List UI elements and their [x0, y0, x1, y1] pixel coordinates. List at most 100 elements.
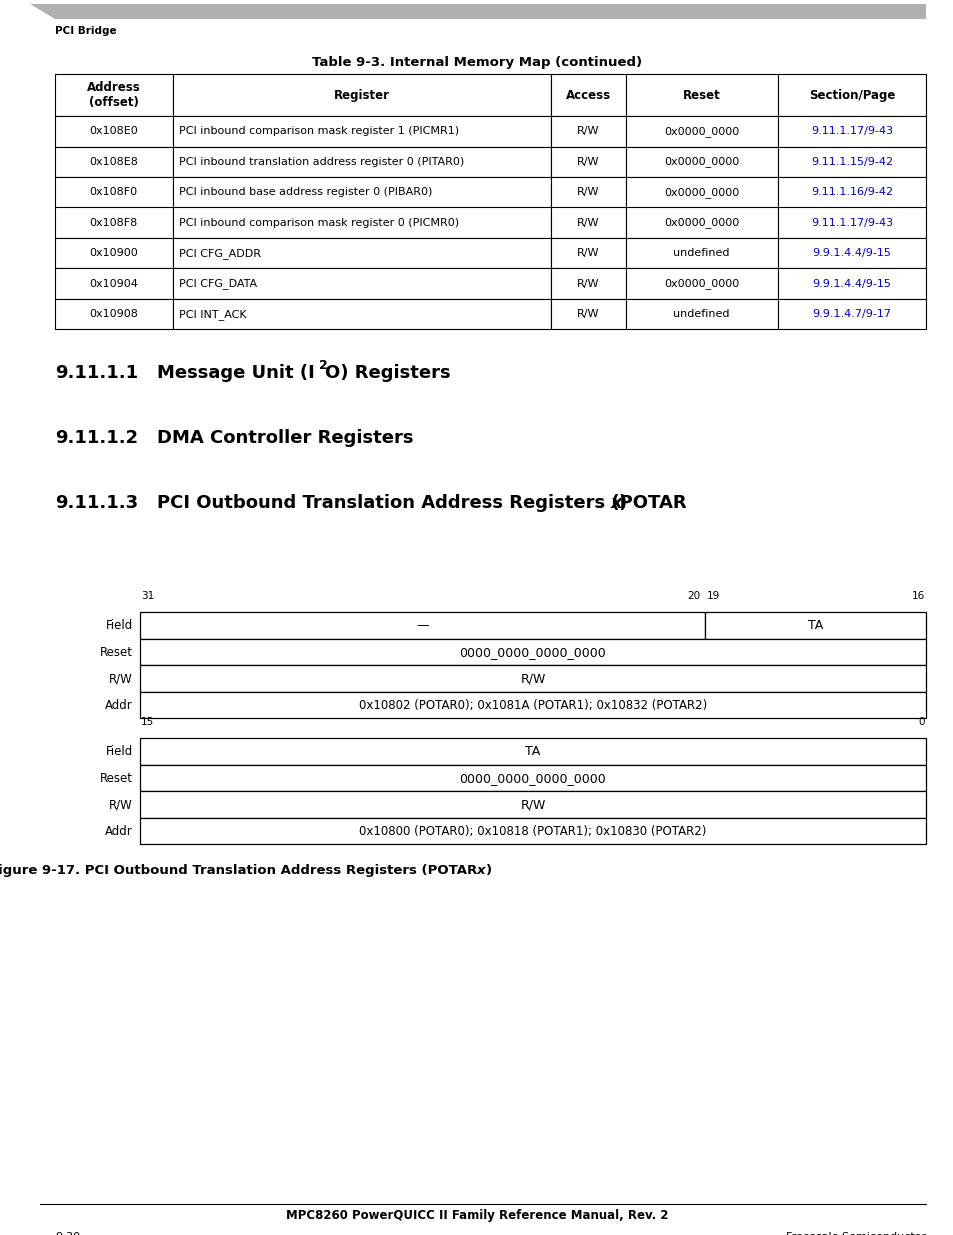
Bar — [777, 299, 925, 330]
Text: R/W: R/W — [110, 672, 132, 685]
Text: Freescale Semiconductor: Freescale Semiconductor — [785, 1231, 925, 1235]
Text: x: x — [476, 864, 485, 878]
Text: —: — — [416, 619, 428, 632]
Bar — [551, 207, 625, 238]
Text: PCI inbound comparison mask register 1 (PICMR1): PCI inbound comparison mask register 1 (… — [178, 126, 458, 136]
Text: 0x0000_0000: 0x0000_0000 — [663, 217, 739, 228]
Text: 0x108F8: 0x108F8 — [90, 217, 138, 227]
Bar — [777, 147, 925, 177]
Bar — [55, 177, 172, 207]
Bar — [551, 238, 625, 268]
Bar — [140, 666, 925, 692]
Text: 9-30: 9-30 — [55, 1231, 80, 1235]
Text: PCI inbound base address register 0 (PIBAR0): PCI inbound base address register 0 (PIB… — [178, 188, 432, 198]
Text: R/W: R/W — [577, 309, 599, 320]
Text: 9.11.1.3: 9.11.1.3 — [55, 494, 138, 513]
Bar — [140, 764, 925, 792]
Text: 0: 0 — [918, 718, 924, 727]
Bar — [777, 177, 925, 207]
Text: 0x10900: 0x10900 — [90, 248, 138, 258]
Text: MPC8260 PowerQUICC II Family Reference Manual, Rev. 2: MPC8260 PowerQUICC II Family Reference M… — [286, 1209, 667, 1223]
Bar — [172, 116, 551, 147]
Text: 9.11.1.15/9-42: 9.11.1.15/9-42 — [810, 157, 892, 167]
Text: 15: 15 — [141, 718, 154, 727]
Bar — [140, 638, 925, 666]
Text: Reset: Reset — [100, 772, 132, 784]
Text: PCI inbound comparison mask register 0 (PICMR0): PCI inbound comparison mask register 0 (… — [178, 217, 458, 227]
Bar — [140, 613, 704, 638]
Text: PCI INT_ACK: PCI INT_ACK — [178, 309, 246, 320]
Bar — [777, 207, 925, 238]
Text: PCI CFG_ADDR: PCI CFG_ADDR — [178, 248, 260, 258]
Bar — [625, 299, 777, 330]
Text: 9.9.1.4.4/9-15: 9.9.1.4.4/9-15 — [812, 279, 890, 289]
Text: 9.11.1.16/9-42: 9.11.1.16/9-42 — [810, 188, 892, 198]
Text: 0x10904: 0x10904 — [90, 279, 138, 289]
Text: R/W: R/W — [110, 798, 132, 811]
Text: R/W: R/W — [577, 126, 599, 136]
Text: x: x — [610, 494, 621, 513]
Text: Field: Field — [106, 745, 132, 758]
Bar — [625, 74, 777, 116]
Text: 9.11.1.17/9-43: 9.11.1.17/9-43 — [810, 126, 892, 136]
Text: 19: 19 — [706, 592, 720, 601]
Text: 0x108E0: 0x108E0 — [90, 126, 138, 136]
Bar — [551, 74, 625, 116]
Bar — [172, 147, 551, 177]
Bar — [625, 268, 777, 299]
Text: 31: 31 — [141, 592, 154, 601]
Text: Register: Register — [334, 89, 390, 101]
Text: ): ) — [618, 494, 626, 513]
Text: 0x10908: 0x10908 — [90, 309, 138, 320]
Text: O) Registers: O) Registers — [325, 364, 450, 383]
Bar — [777, 238, 925, 268]
Bar — [625, 177, 777, 207]
Text: TA: TA — [807, 619, 822, 632]
Text: 0x108F0: 0x108F0 — [90, 188, 138, 198]
Text: 0000_0000_0000_0000: 0000_0000_0000_0000 — [459, 646, 606, 658]
Text: 0x108E8: 0x108E8 — [90, 157, 138, 167]
Bar — [140, 692, 925, 719]
Text: undefined: undefined — [673, 248, 729, 258]
Bar — [625, 238, 777, 268]
Bar — [551, 268, 625, 299]
Bar — [55, 299, 172, 330]
Bar — [55, 207, 172, 238]
Text: 0x0000_0000: 0x0000_0000 — [663, 157, 739, 167]
Bar — [140, 739, 925, 764]
Bar — [172, 177, 551, 207]
Text: R/W: R/W — [577, 157, 599, 167]
Bar — [55, 238, 172, 268]
Bar — [551, 299, 625, 330]
Text: ): ) — [485, 864, 491, 878]
Text: 0000_0000_0000_0000: 0000_0000_0000_0000 — [459, 772, 606, 784]
Text: Addr: Addr — [105, 699, 132, 711]
Bar — [625, 207, 777, 238]
Text: 0x0000_0000: 0x0000_0000 — [663, 186, 739, 198]
Text: R/W: R/W — [577, 279, 599, 289]
Text: 9.11.1.1: 9.11.1.1 — [55, 364, 138, 383]
Text: DMA Controller Registers: DMA Controller Registers — [157, 430, 413, 447]
Text: 9.9.1.4.7/9-17: 9.9.1.4.7/9-17 — [812, 309, 890, 320]
Text: PCI Bridge: PCI Bridge — [55, 26, 116, 36]
Text: Figure 9-17. PCI Outbound Translation Address Registers (POTAR: Figure 9-17. PCI Outbound Translation Ad… — [0, 864, 476, 878]
Text: 20: 20 — [686, 592, 700, 601]
Text: Reset: Reset — [682, 89, 720, 101]
Bar — [777, 268, 925, 299]
Text: R/W: R/W — [577, 217, 599, 227]
Text: Field: Field — [106, 619, 132, 632]
Bar — [551, 147, 625, 177]
Bar — [172, 299, 551, 330]
Bar — [777, 74, 925, 116]
Bar — [551, 116, 625, 147]
Text: 0x0000_0000: 0x0000_0000 — [663, 278, 739, 289]
Bar — [625, 147, 777, 177]
Bar — [704, 613, 925, 638]
Text: R/W: R/W — [519, 672, 545, 685]
Text: Reset: Reset — [100, 646, 132, 658]
Text: Address
(offset): Address (offset) — [87, 82, 140, 109]
Text: 0x0000_0000: 0x0000_0000 — [663, 126, 739, 137]
Bar — [172, 207, 551, 238]
Bar — [140, 792, 925, 818]
Text: TA: TA — [525, 745, 540, 758]
